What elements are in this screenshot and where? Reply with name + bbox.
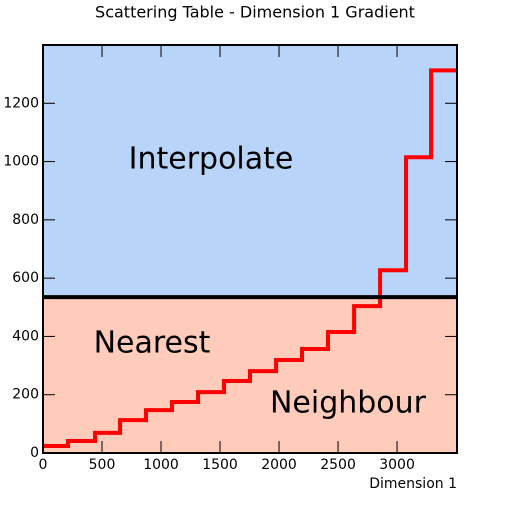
y-tick-label: 200 — [12, 387, 39, 403]
x-tick-label: 2500 — [320, 457, 356, 473]
y-tick-label: 0 — [30, 445, 39, 461]
y-tick-label: 1200 — [3, 95, 39, 111]
y-tick-label: 400 — [12, 328, 39, 344]
interpolate-region — [43, 45, 457, 298]
x-tick-label: 2000 — [261, 457, 297, 473]
x-tick-label: 500 — [89, 457, 116, 473]
chart-title: Scattering Table - Dimension 1 Gradient — [95, 3, 415, 22]
step-line — [43, 68, 457, 449]
x-tick-label: 1500 — [202, 457, 238, 473]
x-axis-label: Dimension 1 — [369, 476, 457, 492]
x-tick-label: 3000 — [379, 457, 415, 473]
y-tick-label: 1000 — [3, 154, 39, 170]
y-tick-label: 800 — [12, 212, 39, 228]
region-label: Nearest — [94, 326, 211, 361]
y-tick-label: 600 — [12, 270, 39, 286]
x-tick-label: 1000 — [143, 457, 179, 473]
region-label: Neighbour — [270, 386, 427, 421]
region-label: Interpolate — [129, 142, 294, 177]
x-tick-label: 0 — [39, 457, 48, 473]
plot-frame — [42, 44, 458, 454]
